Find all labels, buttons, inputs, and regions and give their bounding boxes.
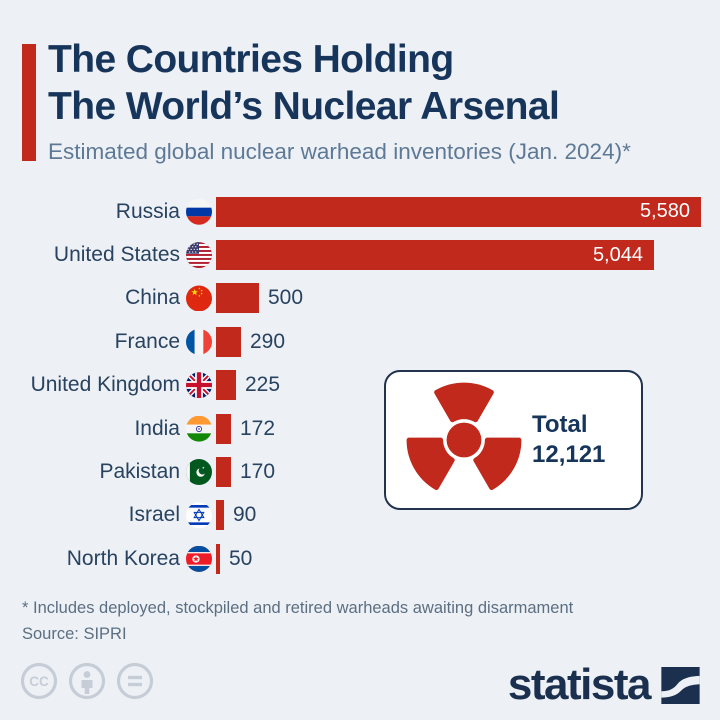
chart-row: United Kingdom 225 [22, 364, 700, 407]
total-card: Total 12,121 [384, 370, 643, 510]
radiation-trefoil-icon [406, 382, 522, 498]
north-korea-flag-icon [186, 546, 212, 572]
country-label: North Korea [66, 546, 180, 570]
value-label: 5,044 [592, 243, 643, 266]
country-label: United States [53, 243, 180, 267]
bar-france [216, 326, 241, 357]
statista-logo-text: statista [507, 660, 652, 709]
chart-row: Israel 90 [22, 494, 700, 537]
chart-row: United States 5,044 [22, 233, 700, 276]
chart-row: China 500 [22, 277, 700, 320]
total-text: Total 12,121 [532, 410, 605, 470]
title-accent-bar [22, 44, 36, 161]
bar-track: 170 [216, 457, 700, 488]
value-label: 500 [268, 286, 304, 310]
united-kingdom-flag-icon [186, 372, 212, 398]
chart-row: North Korea 50 [22, 537, 700, 580]
bar-track: 5,580 [216, 196, 701, 227]
israel-flag-icon [186, 502, 212, 528]
united-states-flag-icon [186, 242, 212, 268]
license-icons: CC [20, 662, 154, 700]
chart-row: India 172 [22, 407, 700, 450]
country-label: France [114, 329, 180, 353]
no-derivatives-equals-icon [116, 662, 154, 700]
china-flag-icon [186, 285, 212, 311]
bar-track: 172 [216, 413, 700, 444]
bar-united-kingdom [216, 370, 236, 401]
bar-track: 50 [216, 543, 700, 574]
bar-track: 290 [216, 326, 700, 357]
chart-subtitle: Estimated global nuclear warhead invento… [48, 139, 631, 164]
india-flag-icon [186, 416, 212, 442]
bar-united-states: 5,044 [216, 240, 654, 271]
bar-chart: Russia 5,580 United States 5,044 China 500 Fra… [22, 190, 701, 581]
value-label: 5,580 [639, 200, 690, 223]
country-label: Israel [128, 503, 180, 527]
statista-logo: statista [508, 663, 700, 707]
cc-icon: CC [20, 662, 58, 700]
country-label: Pakistan [99, 460, 180, 484]
attribution-person-icon [68, 662, 106, 700]
source-line: Source: SIPRI [22, 625, 127, 643]
value-label: 90 [233, 503, 257, 527]
country-label: India [134, 416, 180, 440]
chart-row: Pakistan 170 [22, 450, 700, 493]
value-label: 290 [250, 329, 286, 353]
bar-track: 90 [216, 500, 700, 531]
total-label: Total [532, 411, 588, 438]
page-title: The Countries Holding The World’s Nuclea… [48, 36, 560, 130]
bar-india [216, 413, 231, 444]
bar-track: 5,044 [216, 240, 700, 271]
value-label: 170 [240, 460, 276, 484]
value-label: 225 [245, 373, 281, 397]
chart-row: Russia 5,580 [22, 190, 701, 233]
footnote: * Includes deployed, stockpiled and reti… [22, 599, 574, 617]
title-line-2: The World’s Nuclear Arsenal [48, 85, 560, 128]
statista-logo-mark-icon [661, 666, 700, 704]
bar-russia: 5,580 [216, 196, 701, 227]
value-label: 50 [229, 546, 253, 570]
bar-track: 225 [216, 370, 700, 401]
total-value: 12,121 [532, 441, 606, 468]
country-label: China [125, 286, 180, 310]
bar-china [216, 283, 259, 314]
bar-israel [216, 500, 224, 531]
chart-row: France 290 [22, 320, 700, 363]
bar-north-korea [216, 543, 220, 574]
country-label: Russia [115, 199, 180, 223]
country-label: United Kingdom [30, 373, 180, 397]
title-line-1: The Countries Holding [48, 38, 454, 81]
value-label: 172 [240, 416, 276, 440]
bar-track: 500 [216, 283, 700, 314]
bar-pakistan [216, 457, 231, 488]
russia-flag-icon [186, 199, 212, 225]
svg-text:CC: CC [29, 674, 49, 689]
france-flag-icon [186, 329, 212, 355]
pakistan-flag-icon [186, 459, 212, 485]
